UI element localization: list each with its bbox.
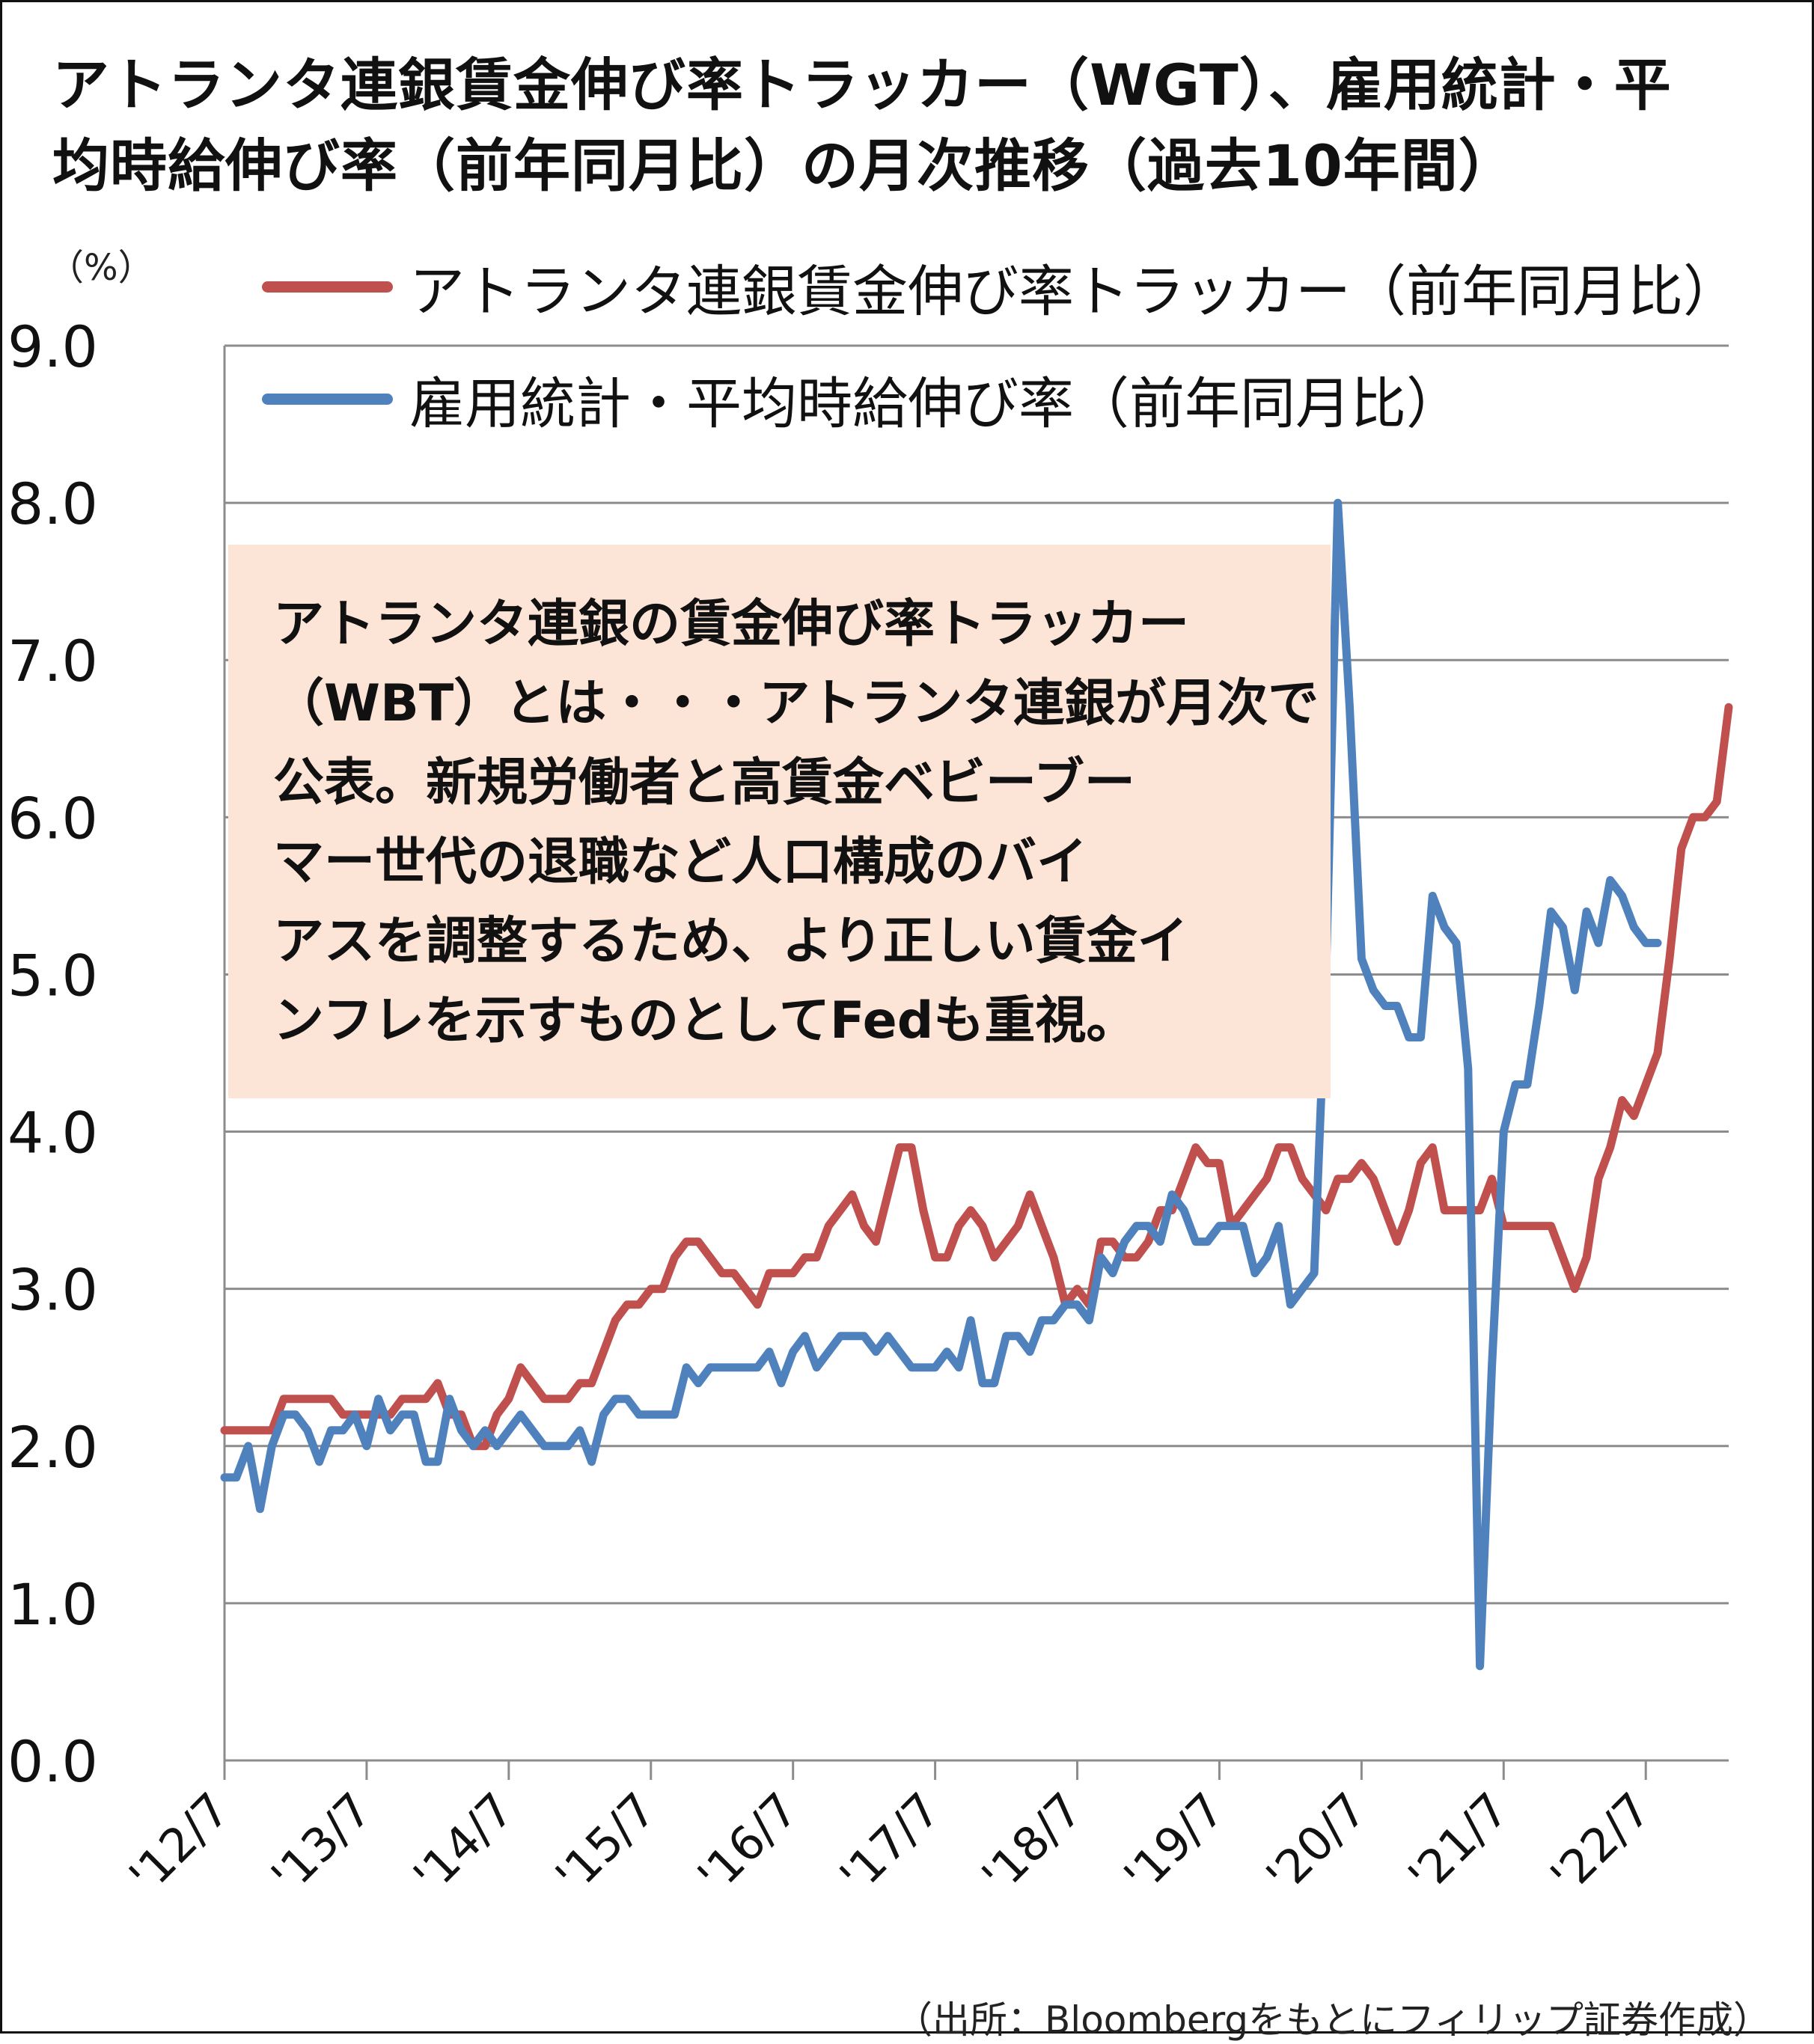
x-tick-label: '12/7 [118, 1782, 239, 1903]
x-tick-label: '21/7 [1398, 1782, 1519, 1903]
x-tick-label: '20/7 [1256, 1782, 1377, 1903]
chart-title-line-1: アトランタ連銀賃金伸び率トラッカー（WGT）、雇用統計・平 [52, 52, 1672, 118]
x-tick-label: '14/7 [403, 1782, 524, 1903]
legend-label-ahe: 雇用統計・平均時給伸び率（前年同月比） [409, 371, 1462, 436]
y-tick-label: 9.0 [7, 313, 98, 380]
legend-item-ahe: 雇用統計・平均時給伸び率（前年同月比） [262, 365, 1462, 436]
annotation-line: 公表。新規労働者と高賃金ベビーブー [273, 753, 1135, 813]
series-line-ahe [220, 498, 1662, 1671]
y-axis-unit: （%） [48, 247, 154, 289]
legend-swatch-wgt [262, 281, 393, 293]
chart-title-line-2: 均時給伸び率（前年同月比）の月次推移（過去10年間） [52, 132, 1516, 199]
y-tick-label: 8.0 [7, 471, 98, 537]
y-tick-label: 2.0 [7, 1414, 98, 1481]
annotation-line: （WBT）とは・・・アトランタ連銀が月次で [273, 674, 1319, 733]
annotation-line: アスを調整するため、より正しい賃金イ [273, 912, 1188, 971]
source-note: （出所：Bloombergをもとにフィリップ証券作成） [895, 1998, 1771, 2042]
x-tick-label: '13/7 [260, 1782, 382, 1903]
annotation-line: マー世代の退職など人口構成のバイ [273, 833, 1088, 892]
annotation-line: アトランタ連銀の賃金伸び率トラッカー [273, 595, 1190, 654]
y-tick-label: 0.0 [7, 1728, 98, 1795]
y-tick-label: 6.0 [7, 785, 98, 851]
annotation-line: ンフレを示すものとしてFedも重視。 [273, 991, 1137, 1050]
annotation-box: アトランタ連銀の賃金伸び率トラッカー （WBT）とは・・・アトランタ連銀が月次で… [228, 545, 1331, 1098]
legend-item-wgt: アトランタ連銀賃金伸び率トラッカー（前年同月比） [262, 253, 1738, 324]
legend-swatch-ahe [262, 393, 393, 405]
y-tick-label: 4.0 [7, 1100, 98, 1166]
x-tick-label: '16/7 [687, 1782, 808, 1903]
x-tick-label: '17/7 [829, 1782, 950, 1903]
y-tick-label: 5.0 [7, 942, 98, 1009]
x-tick-label: '18/7 [971, 1782, 1093, 1903]
y-tick-label: 1.0 [7, 1571, 98, 1638]
legend-label-wgt: アトランタ連銀賃金伸び率トラッカー（前年同月比） [409, 259, 1738, 324]
x-tick-label: '22/7 [1540, 1782, 1661, 1903]
y-tick-label: 7.0 [7, 628, 98, 694]
x-tick-label: '15/7 [545, 1782, 666, 1903]
x-tick-label: '19/7 [1114, 1782, 1235, 1903]
y-tick-label: 3.0 [7, 1257, 98, 1324]
